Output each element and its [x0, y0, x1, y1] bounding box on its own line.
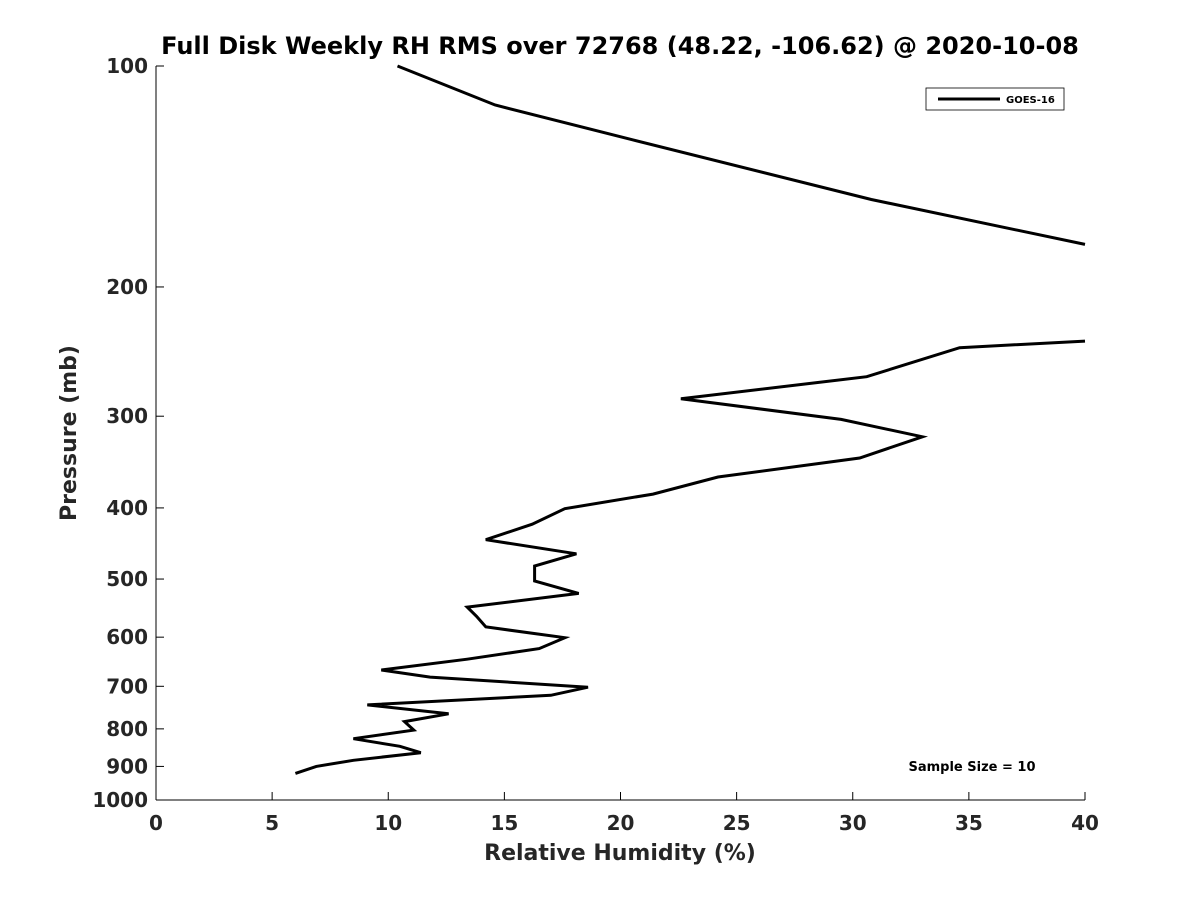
y-ticks: 100 200 300 400 500 600 700 800 900 1000: [92, 54, 164, 812]
y-tick-label: 800: [106, 717, 148, 741]
x-tick-label: 25: [723, 811, 751, 835]
legend-label-goes-16: GOES-16: [1006, 95, 1055, 106]
x-tick-label: 40: [1071, 811, 1099, 835]
x-tick-label: 5: [265, 811, 279, 835]
y-tick-label: 1000: [92, 788, 148, 812]
y-tick-label: 200: [106, 275, 148, 299]
y-tick-label: 700: [106, 674, 148, 698]
x-tick-label: 0: [149, 811, 163, 835]
series-layer: [294, 64, 1086, 775]
series-line-goes-16: [294, 339, 1086, 775]
x-tick-label: 15: [490, 811, 518, 835]
y-tick-label: 400: [106, 496, 148, 520]
y-tick-label: 100: [106, 54, 148, 78]
x-tick-label: 35: [955, 811, 983, 835]
y-tick-label: 500: [106, 567, 148, 591]
y-axis-label: Pressure (mb): [57, 345, 82, 521]
y-tick-label: 300: [106, 404, 148, 428]
sample-size-annotation: Sample Size = 10: [908, 760, 1035, 775]
series-line-goes-16: [396, 64, 1086, 246]
plot-area: [155, 66, 1085, 801]
y-tick-label: 900: [106, 754, 148, 778]
y-tick-label: 600: [106, 625, 148, 649]
x-axis-label: Relative Humidity (%): [484, 841, 756, 866]
legend: GOES-16: [925, 87, 1065, 111]
x-ticks: 0 5 10 15 20 25 30 35 40: [149, 792, 1099, 835]
chart-title: Full Disk Weekly RH RMS over 72768 (48.2…: [161, 32, 1079, 60]
x-tick-label: 30: [839, 811, 867, 835]
x-tick-label: 10: [374, 811, 402, 835]
x-tick-label: 20: [607, 811, 635, 835]
